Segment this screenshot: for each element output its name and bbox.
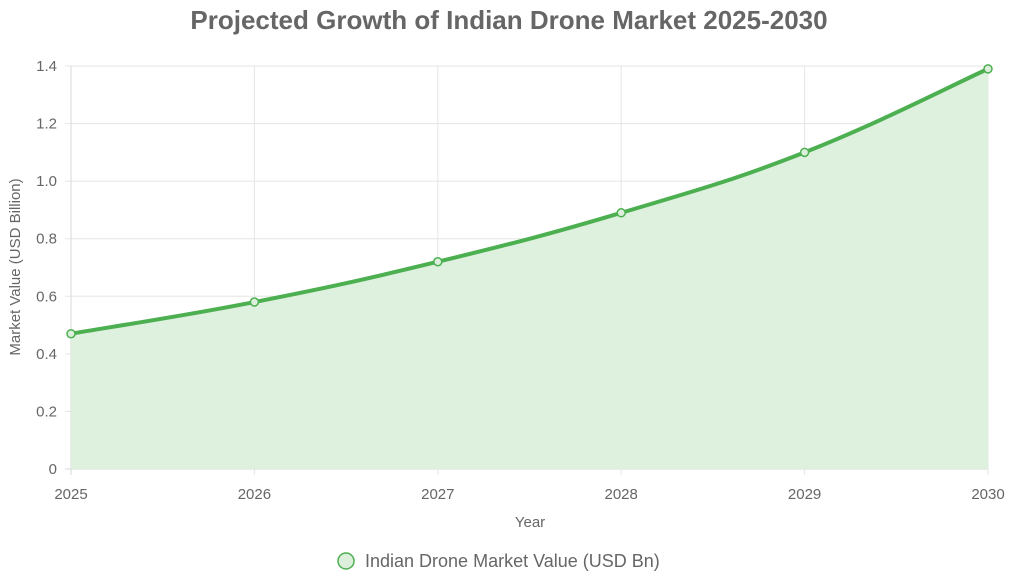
data-point[interactable] xyxy=(616,208,626,218)
x-tick-label: 2026 xyxy=(238,486,271,503)
y-tick-label: 1.2 xyxy=(36,116,57,133)
y-axis-label: Market Value (USD Billion) xyxy=(7,178,24,355)
x-tick-label: 2027 xyxy=(421,486,454,503)
series-points xyxy=(66,64,993,339)
data-point[interactable] xyxy=(983,64,993,74)
y-axis-ticks: 0 0.2 0.4 0.6 0.8 1.0 1.2 1.4 xyxy=(36,58,57,478)
y-tick-label: 0 xyxy=(49,461,57,478)
data-point[interactable] xyxy=(799,147,810,158)
y-tick-label: 0.4 xyxy=(36,346,57,363)
series-area-fill xyxy=(71,68,988,469)
data-point[interactable] xyxy=(66,328,76,339)
chart-title: Projected Growth of Indian Drone Market … xyxy=(190,5,827,35)
x-tick-label: 2029 xyxy=(788,486,821,503)
y-tick-label: 0.2 xyxy=(36,403,57,420)
legend-marker-icon xyxy=(337,552,355,570)
series-line xyxy=(70,67,989,336)
data-point[interactable] xyxy=(433,256,443,267)
legend[interactable]: Indian Drone Market Value (USD Bn) xyxy=(337,551,660,571)
data-point[interactable] xyxy=(249,297,260,307)
x-axis-label: Year xyxy=(515,514,545,531)
y-tick-label: 0.8 xyxy=(36,231,57,248)
y-tick-label: 1.4 xyxy=(36,58,57,75)
x-tick-label: 2025 xyxy=(54,486,87,503)
x-tick-label: 2028 xyxy=(605,486,638,503)
x-axis-ticks: 2025 2026 2027 2028 2029 2030 xyxy=(54,486,1004,503)
legend-label[interactable]: Indian Drone Market Value (USD Bn) xyxy=(365,551,660,571)
x-tick-label: 2030 xyxy=(971,486,1004,503)
y-tick-label: 1.0 xyxy=(36,173,57,190)
y-tick-label: 0.6 xyxy=(36,288,57,305)
